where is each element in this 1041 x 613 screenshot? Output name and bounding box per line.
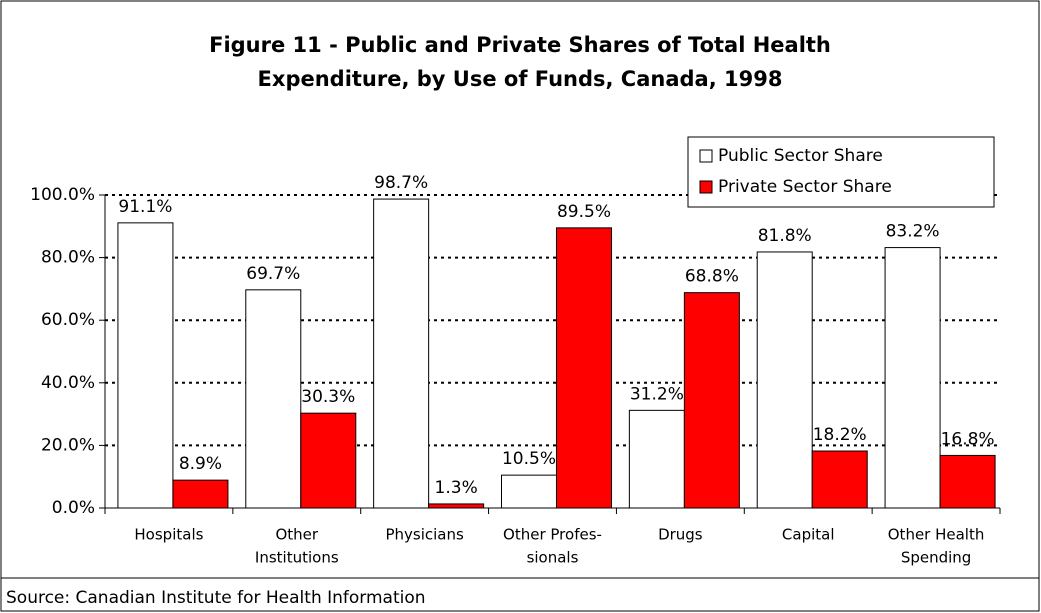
x-tick-label: sionals xyxy=(527,549,579,567)
bar xyxy=(117,222,174,509)
bar xyxy=(245,289,302,509)
data-label: 68.8% xyxy=(685,267,739,287)
x-tick-label: Capital xyxy=(782,526,835,544)
bar xyxy=(300,412,357,509)
x-tick-label: Other Profes- xyxy=(503,526,602,544)
x-tick-label: Hospitals xyxy=(134,526,203,544)
bar xyxy=(683,292,740,509)
legend-swatch xyxy=(699,149,713,163)
legend-box xyxy=(687,136,995,208)
x-tick-label: Other Health xyxy=(888,526,985,544)
bar xyxy=(428,503,485,509)
y-tick-label: 0.0% xyxy=(52,498,95,518)
bar xyxy=(811,450,868,509)
bar xyxy=(756,251,813,509)
x-tick-label: Spending xyxy=(901,549,972,567)
chart-title: Expenditure, by Use of Funds, Canada, 19… xyxy=(258,67,783,91)
data-label: 1.3% xyxy=(435,478,478,498)
x-tick-label: Drugs xyxy=(658,526,703,544)
bar xyxy=(373,198,430,509)
data-label: 83.2% xyxy=(886,222,940,242)
legend-label: Private Sector Share xyxy=(718,177,892,197)
data-label: 89.5% xyxy=(557,202,611,222)
chart-title: Figure 11 - Public and Private Shares of… xyxy=(209,33,831,57)
bar xyxy=(939,454,996,509)
data-label: 8.9% xyxy=(179,454,222,474)
bar xyxy=(628,409,685,509)
data-label: 98.7% xyxy=(374,173,428,193)
bar xyxy=(884,247,941,509)
data-label: 69.7% xyxy=(246,264,300,284)
y-tick-label: 100.0% xyxy=(30,185,95,205)
x-tick-label: Institutions xyxy=(255,549,339,567)
y-tick-label: 60.0% xyxy=(41,310,95,330)
data-label: 91.1% xyxy=(118,197,172,217)
legend-swatch xyxy=(699,180,713,194)
y-tick-label: 20.0% xyxy=(41,435,95,455)
data-label: 16.8% xyxy=(941,429,995,449)
data-label: 18.2% xyxy=(813,425,867,445)
data-label: 10.5% xyxy=(502,449,556,469)
x-tick-label: Other xyxy=(275,526,318,544)
data-label: 81.8% xyxy=(758,226,812,246)
bar xyxy=(501,474,557,509)
legend-label: Public Sector Share xyxy=(718,146,883,166)
y-tick-label: 40.0% xyxy=(41,373,95,393)
bar xyxy=(556,227,612,509)
bar xyxy=(172,479,229,509)
source: Source: Canadian Institute for Health In… xyxy=(6,588,426,608)
data-label: 30.3% xyxy=(301,387,355,407)
y-tick-label: 80.0% xyxy=(41,248,95,268)
x-tick-label: Physicians xyxy=(385,526,464,544)
data-label: 31.2% xyxy=(630,384,684,404)
